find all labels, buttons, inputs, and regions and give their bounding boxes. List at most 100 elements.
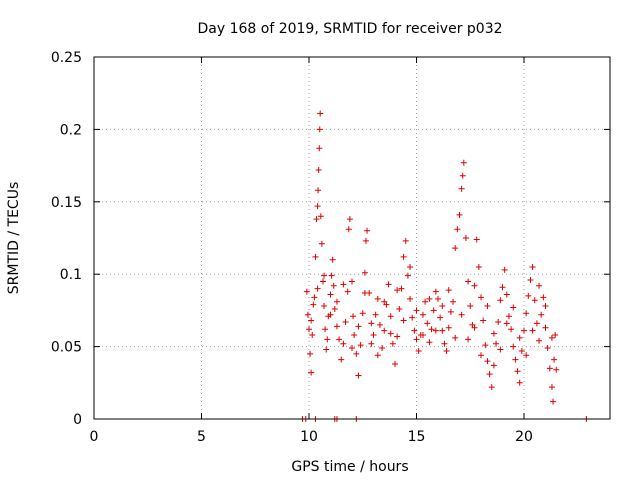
data-point xyxy=(392,360,398,367)
data-point xyxy=(309,332,316,339)
data-point xyxy=(342,318,349,325)
data-point xyxy=(441,340,448,347)
data-point xyxy=(411,327,418,334)
data-point xyxy=(398,285,405,292)
data-point xyxy=(413,307,420,314)
data-point xyxy=(452,334,459,341)
data-point xyxy=(497,297,504,304)
y-axis-label: SRMTID / TECUs xyxy=(6,182,22,295)
data-point xyxy=(529,263,536,270)
data-point xyxy=(307,350,314,357)
data-point xyxy=(542,324,549,331)
data-point xyxy=(351,332,358,339)
data-point xyxy=(419,311,426,318)
x-axis-ticks: 0 5 10 15 20 xyxy=(90,57,533,445)
data-point xyxy=(415,347,422,354)
data-point xyxy=(439,303,446,310)
data-point xyxy=(548,384,555,391)
data-point xyxy=(531,297,538,304)
data-point xyxy=(450,298,457,305)
data-point xyxy=(344,288,351,295)
data-point xyxy=(462,235,469,241)
data-point xyxy=(381,298,388,305)
data-point xyxy=(478,294,484,301)
data-point xyxy=(536,282,543,289)
data-point xyxy=(435,295,441,302)
data-point xyxy=(321,303,328,310)
data-point xyxy=(426,339,433,346)
data-point xyxy=(329,256,336,263)
y-tick-label: 0.25 xyxy=(51,50,82,66)
data-point xyxy=(514,368,521,375)
data-point xyxy=(430,307,437,314)
data-point xyxy=(443,347,450,354)
data-point xyxy=(402,237,409,244)
data-point xyxy=(480,317,487,324)
x-axis-label: GPS time / hours xyxy=(291,459,408,475)
data-point xyxy=(538,311,545,318)
data-point xyxy=(314,285,321,292)
data-point xyxy=(503,291,510,298)
data-point xyxy=(374,352,381,359)
data-point xyxy=(459,172,466,179)
data-point xyxy=(327,291,334,298)
data-point xyxy=(551,356,558,363)
data-point xyxy=(527,276,534,283)
data-point xyxy=(426,295,433,302)
data-point xyxy=(533,320,540,327)
data-point xyxy=(482,342,489,349)
data-points xyxy=(299,110,590,422)
data-point xyxy=(322,326,329,333)
data-point xyxy=(317,213,324,220)
data-point xyxy=(490,330,497,337)
data-point xyxy=(493,340,500,347)
data-point xyxy=(488,384,495,391)
data-point xyxy=(428,326,435,333)
data-point xyxy=(330,282,337,289)
data-point xyxy=(473,236,480,243)
data-point xyxy=(338,356,345,363)
x-tick-label: 15 xyxy=(408,429,426,445)
data-point xyxy=(357,342,364,349)
data-point xyxy=(350,313,357,320)
data-point xyxy=(471,282,478,289)
data-point xyxy=(510,343,517,350)
data-point xyxy=(374,295,381,302)
data-point xyxy=(353,350,360,357)
data-point xyxy=(327,311,334,318)
data-point xyxy=(407,263,414,270)
data-point xyxy=(458,311,465,318)
data-point xyxy=(345,226,352,233)
data-point xyxy=(368,340,375,347)
data-point xyxy=(355,372,362,379)
data-point xyxy=(424,320,431,327)
data-point xyxy=(331,305,338,312)
data-point xyxy=(346,216,353,223)
data-point xyxy=(495,318,502,325)
data-point xyxy=(499,284,506,291)
axes xyxy=(93,56,611,420)
data-point xyxy=(445,287,452,294)
x-tick-label: 0 xyxy=(90,429,99,445)
data-point xyxy=(318,240,325,247)
data-point xyxy=(536,337,543,344)
data-point xyxy=(359,310,366,317)
data-point xyxy=(552,332,559,339)
data-point xyxy=(445,324,452,331)
data-point xyxy=(447,308,454,315)
y-tick-label: 0.15 xyxy=(51,195,82,211)
data-point xyxy=(523,352,530,359)
data-point xyxy=(303,288,310,295)
data-point xyxy=(458,185,465,192)
data-point xyxy=(505,313,512,320)
data-point xyxy=(361,290,368,297)
data-point xyxy=(542,303,549,310)
data-point xyxy=(340,340,347,347)
data-point xyxy=(387,313,394,320)
data-point xyxy=(306,326,312,333)
data-point xyxy=(439,327,446,334)
data-point xyxy=(516,379,523,386)
data-point xyxy=(370,332,377,339)
data-point xyxy=(372,311,379,318)
